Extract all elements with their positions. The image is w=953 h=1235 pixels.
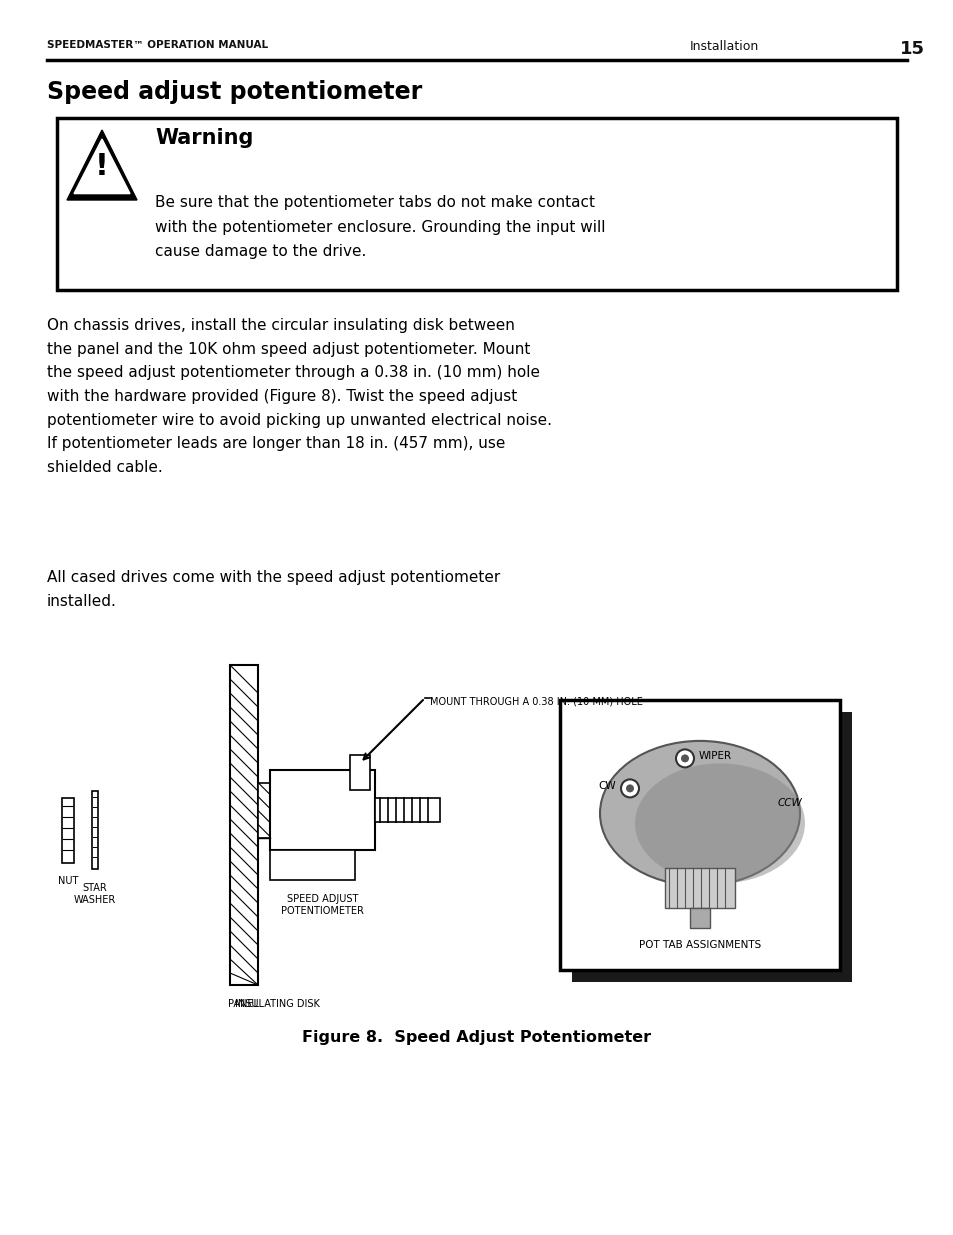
Circle shape	[680, 755, 688, 762]
Text: Be sure that the potentiometer tabs do not make contact
with the potentiometer e: Be sure that the potentiometer tabs do n…	[154, 195, 605, 259]
Text: All cased drives come with the speed adjust potentiometer
installed.: All cased drives come with the speed adj…	[47, 571, 499, 609]
Bar	[270, 850, 355, 881]
Text: 15: 15	[899, 40, 924, 58]
Circle shape	[676, 750, 693, 767]
Text: MOUNT THROUGH A 0.38 IN. (10 MM) HOLE: MOUNT THROUGH A 0.38 IN. (10 MM) HOLE	[430, 697, 642, 706]
Text: Installation: Installation	[689, 40, 759, 53]
Text: POT TAB ASSIGNMENTS: POT TAB ASSIGNMENTS	[639, 940, 760, 950]
Bar	[664, 868, 734, 909]
Circle shape	[625, 784, 634, 793]
Text: CW: CW	[598, 782, 616, 792]
Bar	[375, 798, 439, 823]
Bar	[230, 664, 257, 986]
Circle shape	[620, 779, 639, 798]
Text: Speed adjust potentiometer: Speed adjust potentiometer	[47, 80, 422, 104]
Bar	[572, 713, 851, 982]
Text: Figure 8.  Speed Adjust Potentiometer: Figure 8. Speed Adjust Potentiometer	[302, 1030, 651, 1045]
Bar	[257, 783, 270, 837]
Text: SPEED ADJUST
POTENTIOMETER: SPEED ADJUST POTENTIOMETER	[281, 894, 363, 915]
Text: CCW: CCW	[778, 798, 801, 809]
Text: WIPER: WIPER	[699, 751, 731, 762]
Text: INSULATING DISK: INSULATING DISK	[234, 999, 319, 1009]
Bar	[559, 700, 840, 969]
Bar	[57, 119, 896, 290]
Text: STAR
WASHER: STAR WASHER	[73, 883, 116, 904]
Ellipse shape	[635, 763, 804, 883]
Bar	[350, 755, 370, 790]
Polygon shape	[67, 130, 137, 200]
Bar	[91, 790, 98, 869]
Text: NUT: NUT	[58, 877, 78, 887]
Text: PANEL: PANEL	[229, 999, 259, 1009]
Bar	[270, 769, 375, 850]
Bar	[689, 909, 709, 929]
Polygon shape	[74, 140, 130, 194]
Text: !: !	[95, 152, 109, 180]
Text: SPEEDMASTER™ OPERATION MANUAL: SPEEDMASTER™ OPERATION MANUAL	[47, 40, 268, 49]
Text: On chassis drives, install the circular insulating disk between
the panel and th: On chassis drives, install the circular …	[47, 317, 552, 474]
Ellipse shape	[599, 741, 800, 885]
Bar	[62, 798, 74, 862]
Text: Warning: Warning	[154, 128, 253, 148]
